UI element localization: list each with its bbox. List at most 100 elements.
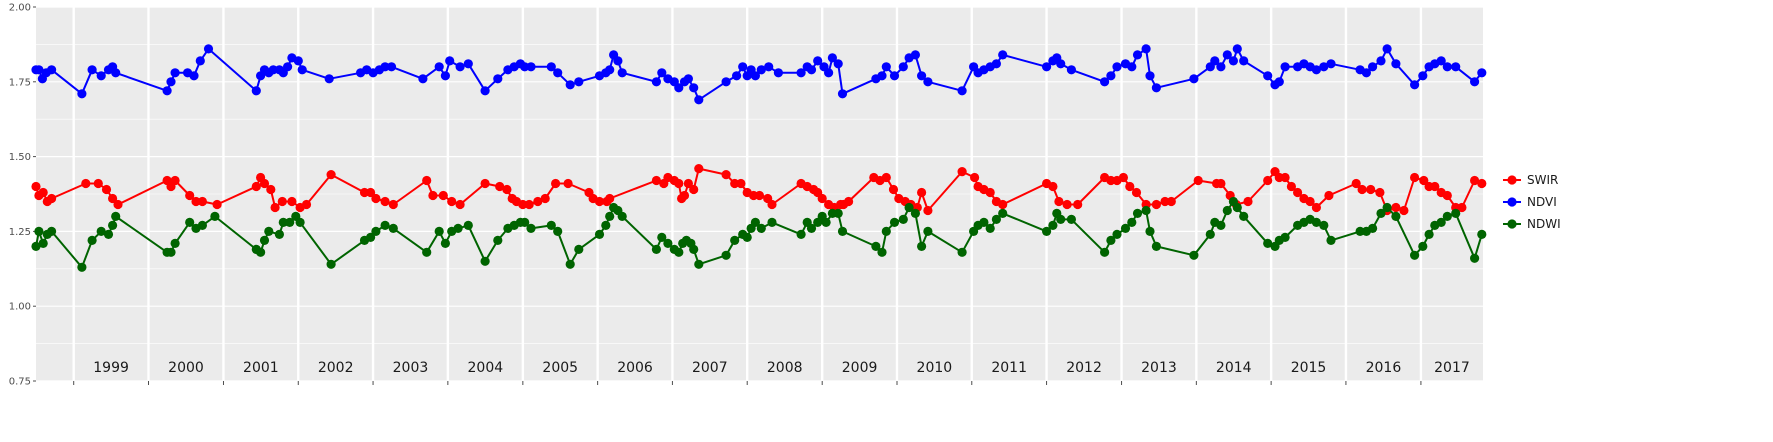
data-point — [166, 77, 176, 87]
data-point — [293, 56, 303, 66]
data-point — [1368, 223, 1378, 233]
year-label: 2017 — [1434, 360, 1470, 376]
data-point — [881, 172, 891, 183]
data-point — [256, 247, 266, 257]
data-point — [380, 62, 390, 72]
data-point — [1436, 217, 1446, 227]
data-point — [386, 62, 397, 72]
data-point — [689, 184, 699, 195]
data-point — [434, 62, 444, 72]
data-point — [1151, 83, 1161, 93]
data-point — [1311, 217, 1321, 227]
data-point — [380, 196, 390, 207]
year-label: 2007 — [692, 360, 728, 376]
data-point — [520, 217, 530, 227]
data-point — [957, 247, 967, 257]
data-point — [1216, 220, 1226, 230]
data-point — [108, 193, 118, 204]
data-point — [910, 208, 921, 218]
data-point — [1239, 211, 1249, 221]
data-point — [1131, 187, 1142, 198]
data-point — [77, 262, 87, 272]
data-point — [287, 196, 297, 207]
data-point — [889, 217, 900, 227]
data-point — [428, 190, 438, 201]
data-point — [212, 199, 222, 210]
series-layer — [31, 44, 1487, 272]
data-point — [1216, 178, 1226, 189]
data-point — [189, 71, 199, 81]
data-point — [821, 217, 831, 227]
data-point — [605, 211, 615, 221]
data-point — [1430, 181, 1440, 192]
data-point — [767, 217, 777, 227]
series-swir — [31, 164, 1487, 216]
data-point — [1280, 172, 1290, 183]
data-point — [877, 71, 887, 81]
data-point — [998, 199, 1008, 210]
data-point — [1311, 65, 1321, 75]
year-label: 2000 — [168, 360, 204, 376]
year-label: 2011 — [991, 360, 1027, 376]
data-point — [674, 83, 684, 93]
data-point — [1216, 62, 1226, 72]
data-point — [1477, 68, 1487, 78]
data-point — [526, 62, 536, 72]
data-point — [1391, 59, 1401, 69]
data-point — [480, 178, 490, 189]
data-point — [1382, 44, 1392, 54]
data-point — [923, 205, 933, 216]
data-point — [170, 238, 180, 248]
data-point — [31, 241, 41, 251]
data-point — [440, 238, 450, 248]
data-point — [111, 68, 121, 78]
data-point — [1355, 226, 1365, 236]
data-point — [434, 226, 444, 236]
data-point — [756, 65, 766, 75]
data-point — [371, 226, 381, 236]
data-point — [324, 74, 334, 84]
data-point — [1470, 175, 1480, 186]
data-point — [295, 217, 305, 227]
legend-key-marker — [1507, 197, 1517, 207]
data-point — [917, 71, 927, 81]
data-point — [366, 187, 376, 198]
data-point — [917, 187, 927, 198]
data-point — [81, 178, 91, 189]
data-point — [721, 170, 731, 180]
data-point — [203, 44, 214, 54]
data-point — [991, 59, 1002, 69]
data-point — [1305, 196, 1315, 207]
data-point — [910, 50, 921, 60]
data-point — [991, 214, 1002, 224]
data-point — [297, 65, 307, 75]
data-point — [574, 77, 584, 87]
data-point — [533, 196, 543, 207]
year-label: 1999 — [93, 360, 129, 376]
data-point — [817, 193, 827, 204]
data-point — [796, 68, 806, 78]
data-point — [553, 226, 563, 236]
data-point — [1042, 226, 1052, 236]
legend-key-marker — [1507, 219, 1517, 229]
data-point — [1319, 62, 1329, 72]
data-point — [796, 229, 806, 239]
data-point — [827, 53, 838, 63]
data-point — [1106, 235, 1116, 245]
data-point — [388, 199, 398, 210]
data-point — [185, 190, 195, 201]
data-point — [683, 74, 694, 84]
data-point — [1280, 232, 1290, 242]
data-point — [463, 59, 473, 69]
data-point — [923, 226, 933, 236]
series-ndvi — [31, 44, 1487, 105]
data-point — [1048, 181, 1058, 192]
data-point — [1376, 208, 1386, 218]
data-point — [540, 193, 550, 204]
data-point — [77, 89, 87, 99]
data-point — [266, 184, 276, 195]
data-point — [1376, 56, 1386, 66]
data-point — [738, 62, 748, 72]
data-point — [1436, 56, 1446, 66]
